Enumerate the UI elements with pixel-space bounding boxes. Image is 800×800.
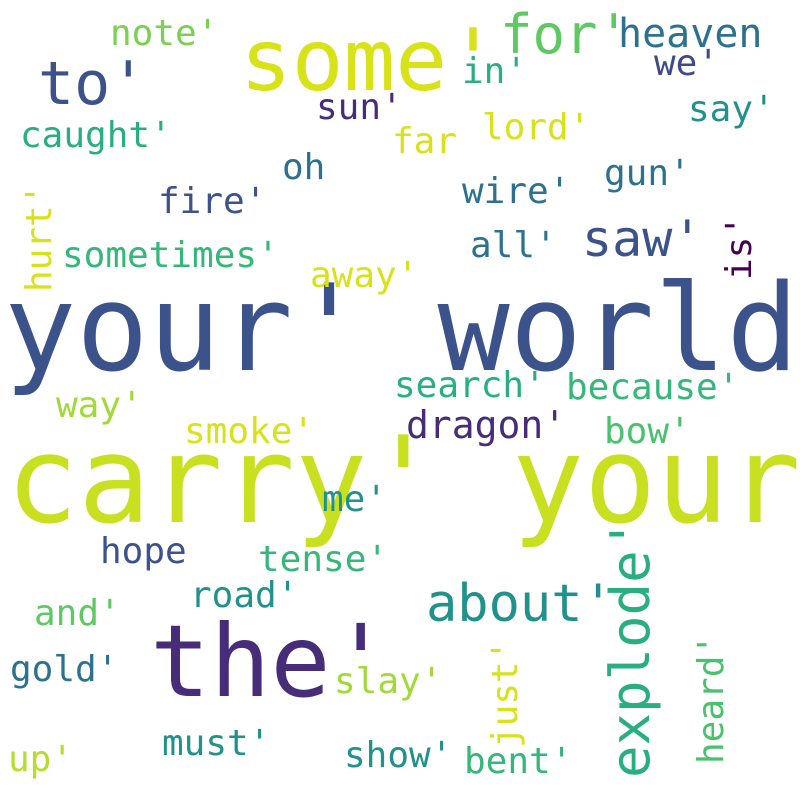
word-note: note' [110,13,219,54]
word-is: is' [719,214,760,280]
word-must: must' [162,723,271,764]
word-say: say' [688,89,775,130]
word-oh: oh [282,147,326,188]
word-about: about' [426,574,614,634]
word-smoke: smoke' [184,411,315,452]
word-far: far [392,121,458,162]
word-heaven: heaven [618,11,763,57]
word-we: we' [654,43,720,84]
word-tense: tense' [258,539,389,580]
word-lord: lord' [482,107,591,148]
word-sometimes: sometimes' [62,235,279,276]
word-heard: heard' [691,633,732,764]
word-dragon: dragon' [406,403,567,447]
word-sun: sun' [316,87,403,128]
word-hurt: hurt' [19,183,60,292]
word-away: away' [310,255,419,296]
word-gold: gold' [10,649,119,690]
word-carry-your: carry' your' [6,412,800,551]
word-to: to' [38,49,147,119]
word-me: me' [322,479,388,520]
word-because: because' [566,367,740,408]
word-wire: wire' [462,171,571,212]
word-saw: saw' [582,210,703,268]
word-gun: gun' [604,153,691,194]
word-bent: bent' [464,741,573,782]
word-search: search' [394,365,546,406]
word-and: and' [34,593,121,634]
word-some: some' [240,11,499,111]
word-all: all' [470,225,557,266]
word-caught: caught' [20,115,172,156]
word-hope: hope [100,531,187,572]
word-explode: explode' [599,517,662,778]
word-way: way' [56,385,143,426]
word-in: in' [462,51,528,92]
word-the: the' [150,603,391,720]
word-your-world: your' world' [4,260,800,399]
word-slay: slay' [334,661,443,702]
word-road: road' [190,575,299,616]
word-up: up' [8,739,74,780]
word-for: for' [500,3,631,66]
word-fire: fire' [158,181,267,222]
word-show: show' [344,735,453,776]
word-bow: bow' [604,411,691,452]
word-just: just' [485,639,526,748]
